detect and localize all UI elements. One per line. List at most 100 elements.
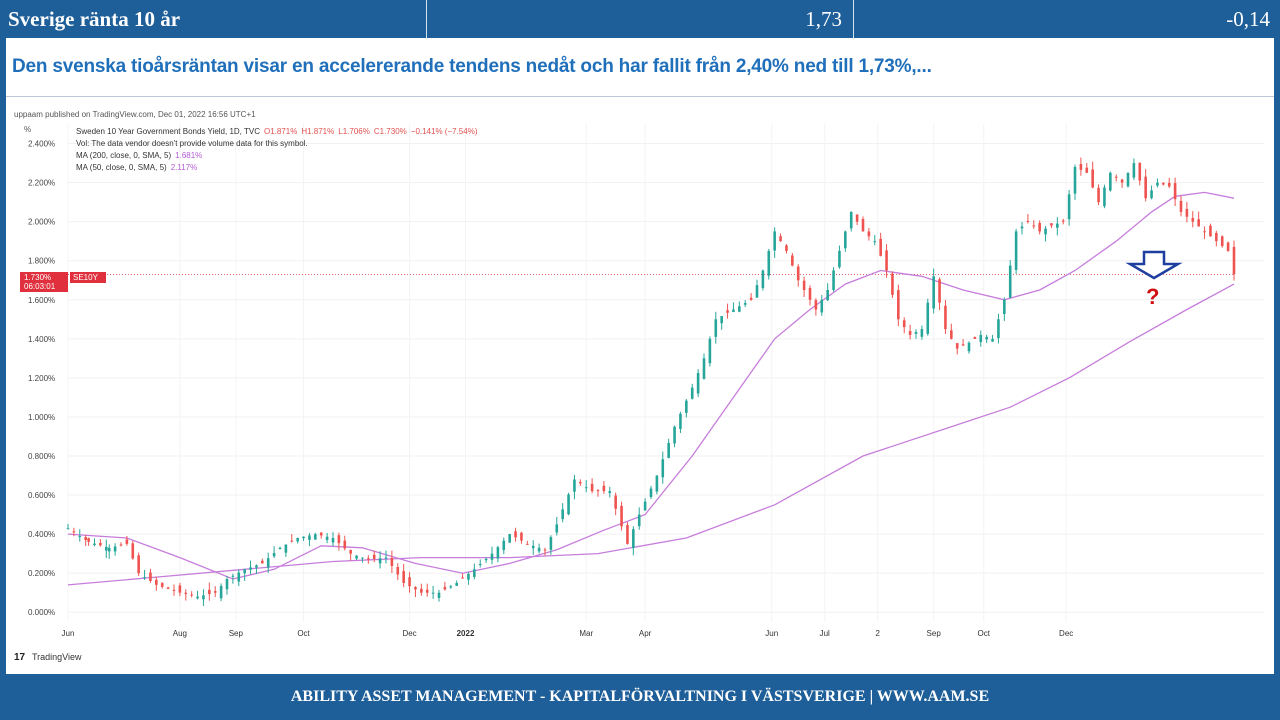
- candle-body: [249, 567, 252, 570]
- candle: [914, 329, 918, 339]
- candle: [537, 543, 541, 554]
- legend-series-line: Sweden 10 Year Government Bonds Yield, 1…: [76, 127, 478, 136]
- candle-body: [1103, 187, 1106, 207]
- candle-body: [93, 543, 96, 546]
- candle-body: [885, 250, 888, 271]
- candle-layer: [66, 157, 1236, 607]
- candle-body: [266, 558, 270, 568]
- candle-body: [1150, 190, 1153, 199]
- candle-body: [891, 273, 894, 295]
- candle: [991, 334, 994, 342]
- candle: [649, 485, 653, 499]
- candle-body: [502, 540, 506, 551]
- candle: [1167, 177, 1171, 189]
- candle: [155, 576, 158, 591]
- candle: [425, 583, 429, 597]
- candle-body: [649, 488, 653, 498]
- candle: [779, 233, 782, 242]
- instrument-title: Sverige ränta 10 år: [8, 7, 181, 31]
- candle-body: [1061, 220, 1065, 222]
- candle-body: [879, 238, 882, 256]
- candle: [879, 232, 882, 257]
- candle-body: [726, 310, 729, 313]
- candle-body: [826, 290, 829, 301]
- y-tick-label: 0.000%: [28, 608, 55, 617]
- candle: [567, 492, 570, 516]
- candle: [143, 569, 146, 580]
- candle: [1109, 171, 1112, 192]
- candle: [84, 534, 87, 547]
- candle: [920, 325, 924, 340]
- candle-body: [791, 255, 794, 266]
- candle-body: [626, 525, 629, 544]
- candle-body: [567, 494, 570, 515]
- candle-body: [1167, 182, 1171, 187]
- tradingview-label: TradingView: [32, 652, 82, 662]
- candle: [478, 559, 482, 568]
- candle-body: [838, 250, 841, 268]
- candle-body: [779, 236, 782, 242]
- candle-body: [84, 537, 87, 540]
- candle-body: [355, 555, 358, 559]
- ma50-line: [67, 191, 1235, 580]
- candle-body: [155, 579, 158, 585]
- candle: [72, 527, 76, 537]
- x-tick-label: Dec: [402, 629, 416, 638]
- candle-body: [308, 535, 311, 540]
- y-tick-label: 0.400%: [28, 530, 55, 539]
- candle-body: [1126, 172, 1130, 187]
- legend-ma50-value: 2.117%: [171, 163, 198, 172]
- candle: [785, 244, 788, 254]
- candle: [514, 527, 517, 542]
- candle: [1179, 195, 1183, 217]
- candle-body: [661, 459, 665, 478]
- candle-body: [104, 546, 108, 551]
- candle-body: [402, 571, 405, 583]
- candle: [420, 583, 423, 596]
- candle: [272, 546, 276, 559]
- candle: [455, 580, 458, 587]
- candle: [1073, 164, 1077, 200]
- candle-body: [855, 214, 859, 222]
- x-tick-label: Jun: [765, 629, 778, 638]
- candle: [926, 298, 930, 336]
- candle-body: [932, 276, 935, 309]
- candle: [814, 298, 818, 316]
- legend-series-title: Sweden 10 Year Government Bonds Yield, 1…: [76, 127, 260, 136]
- x-tick-label: Aug: [173, 629, 187, 638]
- candle-body: [1173, 183, 1177, 200]
- candle: [791, 252, 794, 267]
- candle: [1008, 260, 1012, 298]
- candle-body: [761, 270, 765, 289]
- legend-ma50-label: MA (50, close, 0, SMA, 5): [76, 163, 167, 172]
- candle: [278, 546, 282, 550]
- candle-body: [1008, 265, 1012, 298]
- candle-body: [573, 479, 576, 492]
- x-tick-label: Sep: [229, 629, 244, 638]
- candle: [543, 547, 547, 556]
- candle: [732, 302, 735, 313]
- candle: [873, 235, 877, 246]
- candle-body: [255, 565, 258, 568]
- candle-body: [190, 594, 193, 596]
- legend-close: C1.730%: [374, 127, 407, 136]
- candle-body: [1020, 226, 1024, 229]
- candle-body: [820, 299, 824, 313]
- candle: [861, 216, 865, 232]
- candle-body: [926, 302, 930, 334]
- candle-body: [225, 579, 229, 590]
- candle: [1061, 218, 1065, 225]
- candle-body: [732, 309, 735, 312]
- candle: [1085, 163, 1089, 174]
- candle: [561, 503, 564, 523]
- candle: [1156, 178, 1159, 188]
- candle: [160, 582, 164, 589]
- candle-body: [749, 297, 753, 300]
- candle-body: [720, 316, 723, 324]
- moving-average-layer: [67, 191, 1235, 586]
- candle: [296, 537, 299, 544]
- candle: [961, 339, 965, 346]
- candle-body: [938, 279, 941, 303]
- candle-body: [319, 532, 323, 536]
- candle: [131, 540, 135, 560]
